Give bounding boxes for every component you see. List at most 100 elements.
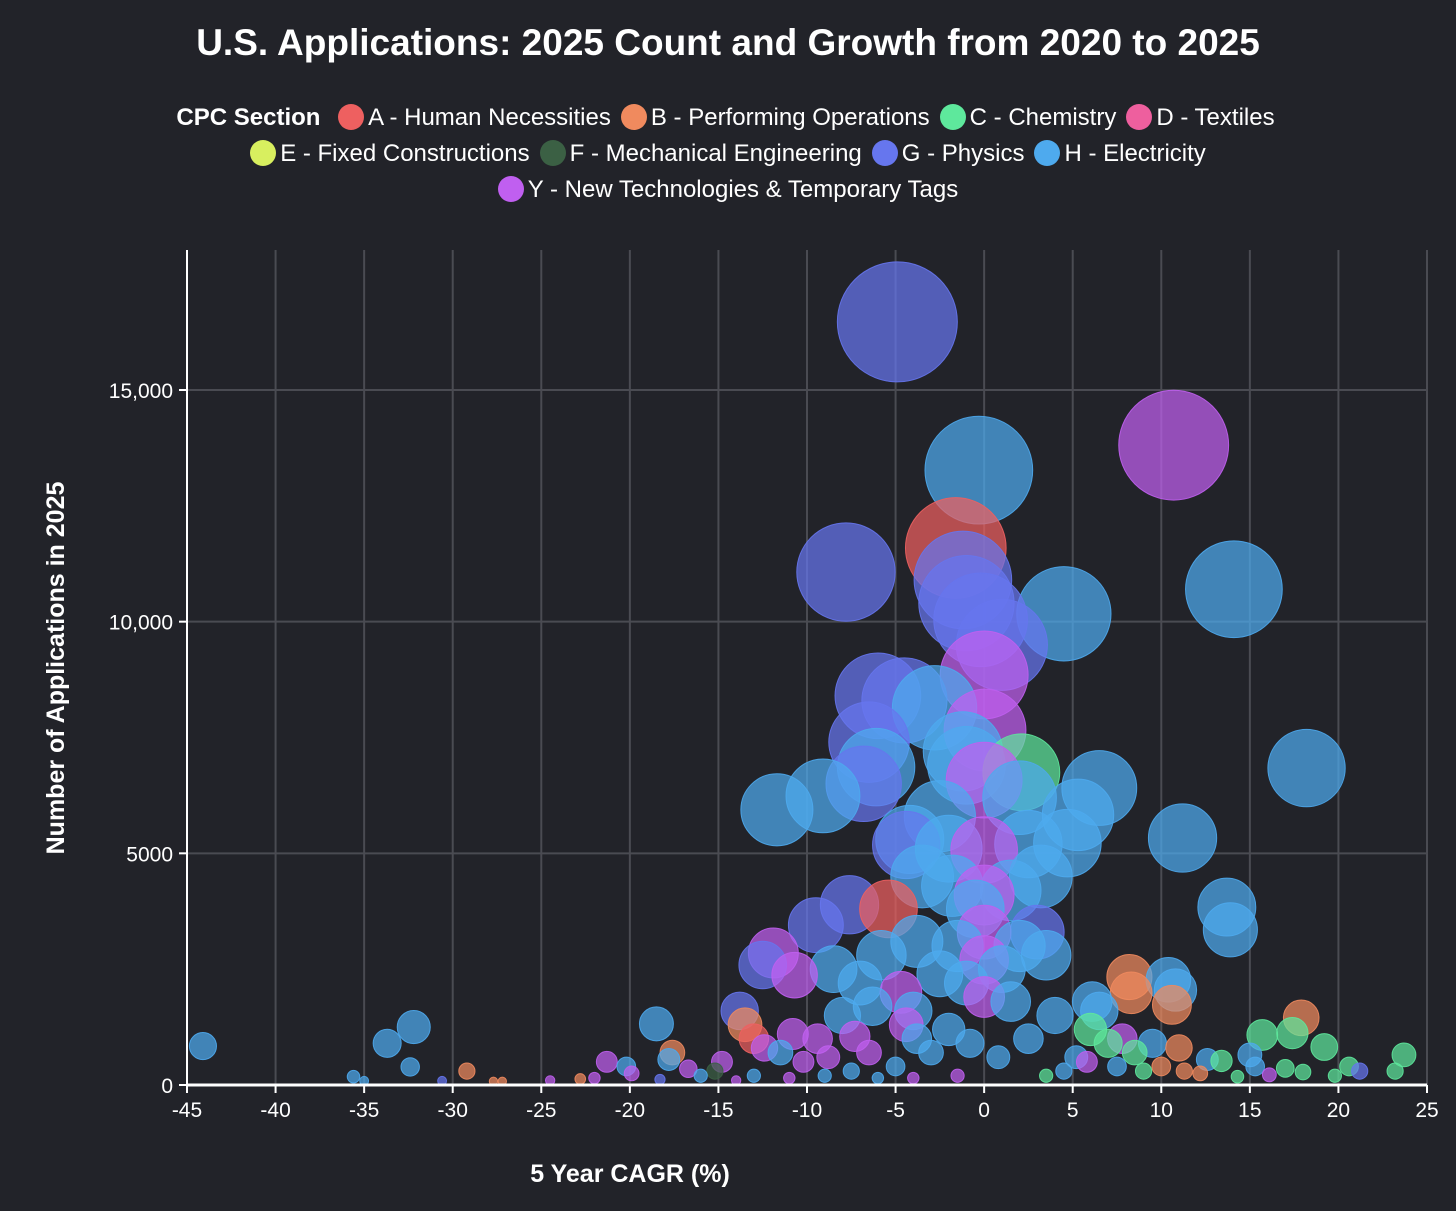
bubble-c xyxy=(1276,1016,1309,1050)
x-tick-label: -20 xyxy=(615,1099,645,1122)
bubble-h xyxy=(1202,902,1258,958)
bubble-h xyxy=(990,981,1032,1022)
bubble-y xyxy=(588,1071,601,1085)
bubble-b xyxy=(1165,1034,1193,1062)
x-axis-label: 5 Year CAGR (%) xyxy=(530,1160,730,1188)
y-axis-label: Number of Applications in 2025 xyxy=(42,482,70,855)
bubble-c xyxy=(1294,1063,1312,1081)
x-tick-label: 5 xyxy=(1067,1099,1079,1122)
legend-item-d[interactable]: D - Textiles xyxy=(1126,100,1275,136)
bubble-c xyxy=(1210,1049,1233,1073)
bubble-y xyxy=(1261,1067,1277,1083)
x-tick-label: -45 xyxy=(172,1099,202,1122)
bubble-b xyxy=(1151,984,1192,1025)
y-tick-label: 10,000 xyxy=(109,612,173,635)
bubble-g xyxy=(796,522,896,622)
legend-item-e[interactable]: E - Fixed Constructions xyxy=(250,136,530,172)
bubble-c xyxy=(1327,1068,1342,1083)
bubble-c xyxy=(1093,1028,1123,1058)
x-tick-label: 20 xyxy=(1327,1099,1350,1122)
bubble-h xyxy=(918,1039,944,1066)
bubble-c xyxy=(1134,1062,1153,1080)
bubble-g xyxy=(1351,1062,1369,1080)
legend-marker xyxy=(539,140,566,166)
legend-marker xyxy=(250,140,277,166)
bubble-h xyxy=(842,1062,860,1080)
legend-marker xyxy=(871,140,898,166)
legend-marker xyxy=(1034,140,1061,166)
legend-label: H - Electricity xyxy=(1064,140,1206,167)
legend-title: CPC Section xyxy=(176,104,321,131)
legend-marker xyxy=(620,104,647,130)
legend-marker xyxy=(338,104,365,130)
bubble-c xyxy=(1310,1033,1339,1061)
legend-item-b[interactable]: B - Performing Operations xyxy=(620,100,930,136)
bubble-c xyxy=(1386,1062,1404,1080)
bubble-h xyxy=(1036,996,1074,1035)
bubble-h xyxy=(188,1032,217,1061)
legend-item-c[interactable]: C - Chemistry xyxy=(939,100,1116,136)
bubble-h xyxy=(740,773,814,847)
x-tick-label: 15 xyxy=(1238,1099,1261,1122)
x-tick-label: -15 xyxy=(703,1099,733,1122)
bubble-c xyxy=(1275,1058,1295,1078)
bubble-h xyxy=(1107,1056,1127,1077)
legend-item-y[interactable]: Y - New Technologies & Temporary Tags xyxy=(497,172,959,208)
bubble-b xyxy=(574,1073,587,1085)
bubble-h xyxy=(817,1068,832,1083)
x-tick-label: 0 xyxy=(978,1099,990,1122)
bubble-h xyxy=(1020,930,1072,981)
bubble-g xyxy=(787,897,844,954)
bubble-y xyxy=(856,1039,882,1066)
legend-item-g[interactable]: G - Physics xyxy=(871,136,1025,172)
legend-marker xyxy=(497,176,524,202)
legend-label: G - Physics xyxy=(901,140,1025,167)
bubble-y xyxy=(816,1045,841,1070)
x-tick-label: 10 xyxy=(1150,1099,1173,1122)
legend-item-h[interactable]: H - Electricity xyxy=(1034,136,1206,172)
legend-label: D - Textiles xyxy=(1156,104,1275,131)
bubble-h xyxy=(400,1057,420,1077)
bubble-h xyxy=(1147,803,1218,873)
legend-item-a[interactable]: A - Human Necessities xyxy=(338,100,611,136)
bubble-h xyxy=(638,1006,674,1042)
x-tick-label: 25 xyxy=(1415,1099,1438,1122)
bubble-h xyxy=(955,1028,985,1058)
legend: CPC Section A - Human Necessities B - Per… xyxy=(120,100,1336,208)
legend-label: A - Human Necessities xyxy=(368,104,611,131)
bubble-b xyxy=(1151,1056,1172,1077)
y-tick-label: 15,000 xyxy=(109,380,173,403)
bubble-h xyxy=(1013,1023,1044,1054)
bubble-h xyxy=(372,1028,402,1058)
legend-item-f[interactable]: F - Mechanical Engineering xyxy=(539,136,862,172)
legend-label: B - Performing Operations xyxy=(650,104,930,131)
y-tick-label: 0 xyxy=(161,1075,173,1098)
x-tick-label: -5 xyxy=(886,1099,905,1122)
bubble-h xyxy=(1055,1062,1073,1080)
legend-label: Y - New Technologies & Temporary Tags xyxy=(527,176,959,203)
bubble-h xyxy=(986,1045,1011,1070)
bubble-y xyxy=(1118,389,1230,501)
bubble-f xyxy=(706,1062,724,1080)
bubble-y xyxy=(679,1059,698,1079)
bubble-c xyxy=(1391,1042,1417,1068)
x-tick-label: -25 xyxy=(526,1099,556,1122)
bubble-h xyxy=(746,1068,761,1083)
bubble-c xyxy=(1121,1039,1148,1066)
bubble-c xyxy=(1230,1069,1245,1084)
chart-title: U.S. Applications: 2025 Count and Growth… xyxy=(196,22,1260,63)
legend-label: E - Fixed Constructions xyxy=(280,140,530,167)
x-tick-label: -30 xyxy=(438,1099,468,1122)
bubble-g xyxy=(836,261,958,383)
bubble-y xyxy=(623,1065,640,1082)
y-tick-label: 5000 xyxy=(126,843,173,866)
bubble-g xyxy=(654,1073,666,1086)
bubble-h xyxy=(657,1048,681,1071)
bubble-y xyxy=(907,1071,920,1085)
bubble-c xyxy=(1039,1068,1054,1083)
x-tick-label: -35 xyxy=(349,1099,379,1122)
x-tick-label: -40 xyxy=(260,1099,290,1122)
bubble-h xyxy=(1185,540,1283,639)
bubble-y xyxy=(1075,1050,1098,1073)
